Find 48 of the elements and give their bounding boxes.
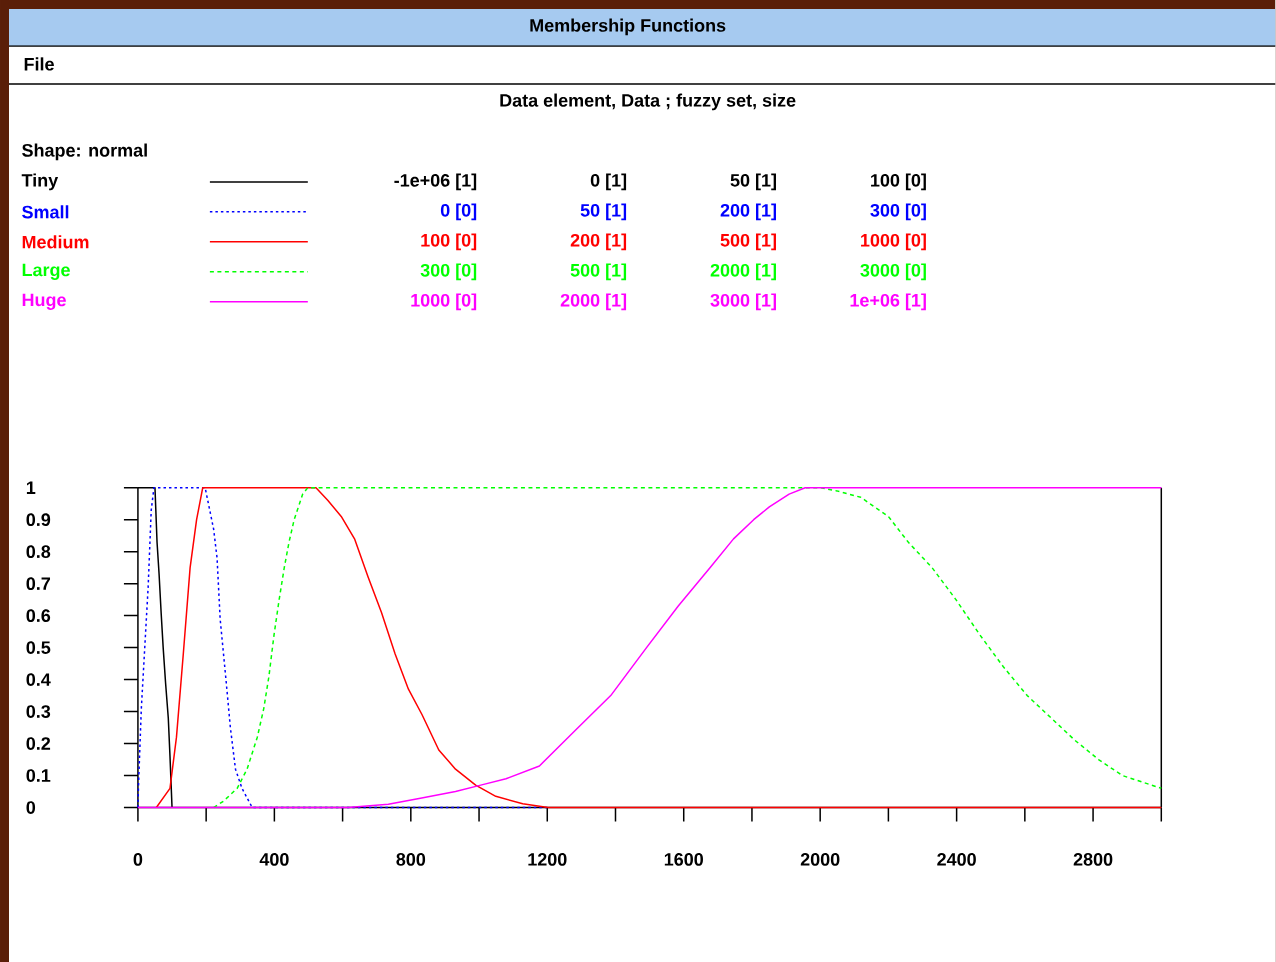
text: 50 [1]	[730, 173, 776, 191]
text: Shape: normal	[22, 143, 147, 161]
text: 200 [1]	[720, 203, 776, 221]
y-tick-label: 0.8	[26, 545, 51, 558]
y-tick-label: 0	[26, 800, 36, 814]
x-tick-label: 1200	[528, 852, 567, 866]
x-tick-label: 2000	[800, 852, 840, 866]
text: 300 [0]	[870, 203, 926, 221]
text: -1e+06 [1]	[394, 173, 477, 191]
text: 500 [1]	[570, 263, 627, 280]
text: Large	[22, 263, 70, 280]
text: 300 [0]	[420, 263, 477, 280]
text: 0 [1]	[590, 173, 627, 191]
x-tick-label: 800	[396, 852, 426, 866]
x-tick-label: 2800	[1073, 852, 1113, 866]
text: Huge	[22, 293, 66, 310]
y-tick-label: 0.6	[26, 609, 51, 622]
text: 100 [0]	[421, 233, 477, 251]
y-tick-label: 0.1	[26, 768, 51, 782]
text: 2000 [1]	[710, 263, 776, 280]
text: 3000 [1]	[710, 293, 776, 310]
x-tick-label: 2400	[937, 852, 976, 866]
text: Small	[22, 205, 69, 219]
y-tick-label: 0.3	[26, 704, 51, 718]
x-tick-label: 1600	[664, 852, 703, 866]
y-tick-label: 0.4	[26, 673, 51, 686]
text: 500 [1]	[720, 233, 776, 251]
chart-title: Membership Functions	[530, 18, 726, 36]
y-tick-label: 1	[26, 481, 36, 494]
y-tick-label: 0.5	[26, 641, 51, 654]
text: 200 [1]	[570, 233, 627, 251]
text: 0 [0]	[440, 203, 477, 221]
x-tick-label: 0	[133, 852, 143, 866]
text: 2000 [1]	[560, 293, 627, 310]
text: File	[24, 57, 54, 71]
text: 1e+06 [1]	[850, 293, 926, 310]
text: 50 [1]	[580, 203, 627, 221]
x-tick-label: 400	[259, 852, 289, 866]
text: 100 [0]	[871, 173, 926, 191]
chart-subtitle: Data element, Data ; fuzzy set, size	[500, 93, 796, 111]
text: 1000 [0]	[861, 233, 926, 251]
y-tick-label: 0.2	[26, 736, 51, 750]
text: 3000 [0]	[860, 263, 926, 280]
text: Medium	[22, 235, 89, 249]
y-tick-label: 0.7	[26, 577, 51, 590]
y-tick-label: 0.9	[26, 513, 51, 526]
text: Tiny	[21, 173, 59, 191]
text: 1000 [0]	[411, 293, 477, 310]
